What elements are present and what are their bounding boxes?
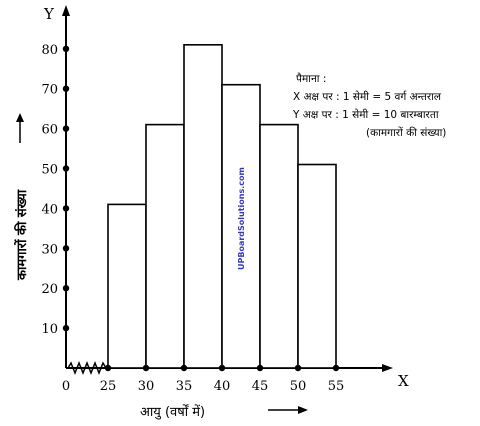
bar-40-45 [221,83,261,369]
y-tick-dot-30 [62,245,70,252]
watermark-text: UPBoardSolutions.com [237,167,246,270]
x-tick-label-35: 35 [176,379,193,394]
x-tick-dot-50 [294,364,302,372]
x-axis-title: आयु (वर्षों में) [140,404,205,420]
bar-25-30 [107,203,147,369]
bar-30-35 [145,123,185,369]
scale-note-line2: Y अक्ष पर : 1 सेमी = 10 बारम्बारता [292,108,439,121]
bar-35-40 [183,44,223,369]
x-tick-label-55: 55 [328,379,345,394]
bar-50-55 [297,163,337,369]
x-tick-dot-25 [104,364,112,372]
x-tick-label-45: 45 [252,379,269,394]
x-tick-label-30: 30 [138,379,155,394]
y-tick-label-20: 20 [41,282,58,297]
x-tick-dots [104,364,340,372]
x-tick-label-25: 25 [100,379,117,394]
y-tick-label-80: 80 [41,43,58,58]
x-axis-letter: X [398,372,409,390]
x-tick-dot-35 [180,364,188,372]
y-axis-title: कामगारों की संख्या [14,189,30,281]
y-tick-dot-40 [62,205,70,212]
y-tick-label-10: 10 [41,322,58,337]
y-tick-label-30: 30 [41,242,58,257]
y-tick-dot-80 [62,45,70,52]
x-axis-arrow [382,364,393,372]
y-tick-dot-60 [62,125,70,132]
y-axis-letter: Y [43,5,55,23]
x-tick-dot-45 [256,364,264,372]
y-tick-dot-70 [62,85,70,92]
y-tick-labels: 10 20 30 40 50 60 70 80 [41,43,58,337]
axis-break-zigzag [67,360,107,376]
y-axis-arrow [62,5,70,16]
y-tick-label-70: 70 [41,83,58,98]
y-tick-dot-50 [62,165,70,172]
x-tick-label-50: 50 [290,379,307,394]
x-tick-dot-30 [142,364,150,372]
x-tick-label-0: 0 [62,379,70,394]
y-tick-dot-10 [62,324,70,332]
x-tick-dot-40 [218,364,226,372]
y-axis-title-arrowhead [16,113,24,122]
x-tick-labels: 0 25 30 35 40 45 50 55 [62,379,344,394]
y-tick-label-60: 60 [41,123,58,138]
scale-note-line1: X अक्ष पर : 1 सेमी = 5 वर्ग अन्तराल [293,90,442,103]
x-tick-dot-55 [332,364,340,372]
bar-45-50 [259,123,299,369]
x-tick-label-40: 40 [214,379,231,394]
y-tick-label-50: 50 [41,163,58,178]
y-tick-label-40: 40 [41,202,58,217]
scale-note-line3: (कामगारों की संख्या) [366,126,446,139]
bars-group [107,44,337,369]
y-tick-dot-20 [62,285,70,292]
y-tick-dots [62,45,70,332]
scale-note-title: पैमाना : [296,72,326,85]
x-axis-title-arrowhead [298,406,308,414]
